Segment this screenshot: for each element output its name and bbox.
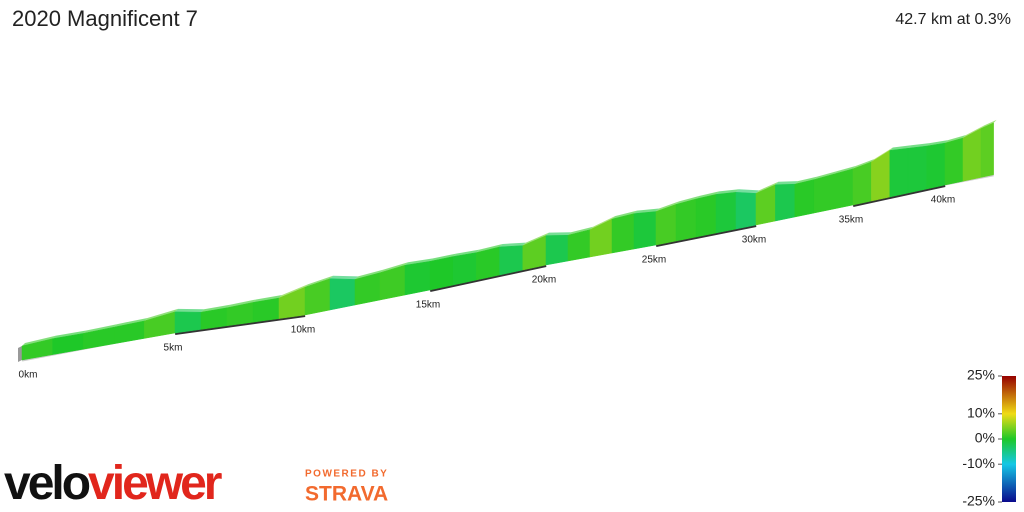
gradient-segment (715, 192, 737, 234)
gradient-segment (174, 311, 202, 334)
segment-top (676, 196, 699, 205)
gradient-segment (452, 252, 477, 286)
km-label: 30km (742, 235, 766, 246)
segment-top (833, 165, 856, 175)
segment-top (499, 242, 526, 247)
gradient-segment (695, 194, 717, 238)
strava: STRAVA (305, 483, 388, 506)
segment-top (22, 335, 56, 346)
segment-top (656, 201, 679, 212)
gradient-segment (429, 256, 454, 291)
segment-top (634, 208, 659, 214)
segment-top (981, 119, 997, 129)
segment-top (380, 262, 408, 273)
segment-top (453, 249, 480, 257)
gradient-segment (833, 168, 854, 210)
gradient-segment (852, 161, 872, 206)
gradient-segment (545, 234, 569, 266)
title: 2020 Magnificent 7 (12, 6, 198, 31)
segment-top (612, 210, 637, 220)
gradient-segment (775, 183, 796, 222)
km-label: 25km (642, 255, 666, 266)
profile-end (18, 346, 22, 362)
segment-top (814, 171, 837, 180)
segment-top (144, 308, 178, 321)
segment-top (52, 330, 87, 339)
segment-top (963, 125, 984, 139)
logo-velo: velo (4, 457, 90, 510)
gradient-segment (675, 198, 697, 242)
gradient-segment (871, 149, 891, 202)
powered-by: POWERED BY (305, 469, 388, 480)
legend: 25% 10% 0% -10% -25% (962, 367, 1016, 509)
legend-bar (1002, 376, 1016, 502)
gradient-segment (794, 179, 815, 218)
km-label: 5km (164, 343, 183, 354)
segment-top (590, 216, 615, 230)
segment-top (430, 253, 457, 262)
gradient-segment (329, 278, 356, 311)
gradient-segment (813, 173, 834, 214)
legend-label: 25% (967, 367, 995, 383)
segment-top (696, 191, 719, 200)
legend-label: 0% (975, 430, 995, 446)
segment-top (853, 158, 875, 169)
segment-top (175, 308, 204, 313)
segment-top (716, 189, 739, 195)
gradient-segment (944, 137, 964, 186)
km-label: 35km (839, 215, 863, 226)
profile: 0km 5km 10km 15km 20km 25km 30km 35km 40km (18, 119, 997, 381)
segment-top (476, 243, 503, 253)
segment-top (405, 258, 433, 266)
segment-top (908, 143, 930, 149)
segment-top (522, 232, 549, 246)
segment-top (355, 269, 383, 280)
km-label: 20km (532, 275, 556, 286)
gradient-segment (926, 142, 946, 190)
segment-top (889, 145, 912, 151)
legend-label: 10% (967, 405, 995, 421)
summary: 42.7 km at 0.3% (895, 11, 1011, 28)
logo: veloviewer (4, 457, 222, 510)
segment-top (794, 176, 818, 185)
segment-top (305, 275, 333, 288)
segment-top (945, 135, 966, 144)
gradient-segment (980, 122, 994, 178)
gradient-segment (404, 261, 431, 296)
logo-viewer: viewer (88, 457, 222, 510)
segment-top (279, 284, 308, 299)
segment-top (201, 304, 230, 313)
segment-top (546, 232, 571, 236)
legend-label: -25% (962, 493, 995, 509)
gradient-segment (633, 211, 657, 250)
segment-top (568, 226, 593, 236)
gradient-segment (499, 245, 524, 276)
segment-top (926, 140, 948, 147)
gradient-segment (611, 213, 635, 254)
gradient-segment (889, 147, 909, 198)
gradient-segment (655, 204, 677, 246)
km-label: 40km (931, 195, 955, 206)
gradient-segment (476, 246, 500, 281)
segment-top (227, 299, 256, 308)
segment-top (775, 181, 798, 185)
segment-top (113, 317, 148, 328)
segment-top (83, 324, 117, 334)
legend-label: -10% (962, 455, 995, 471)
gradient-segment (589, 218, 613, 258)
gradient-segment (522, 235, 547, 271)
segment-top (736, 189, 759, 194)
segment-top (330, 275, 358, 280)
km-label: 0km (19, 370, 38, 381)
segment-top (871, 147, 893, 162)
km-label: 10km (291, 325, 315, 336)
gradient-segment (907, 145, 927, 194)
gradient-segment (735, 192, 757, 230)
segment-top (756, 181, 779, 194)
segment-top (253, 295, 282, 303)
km-label: 15km (416, 300, 440, 311)
